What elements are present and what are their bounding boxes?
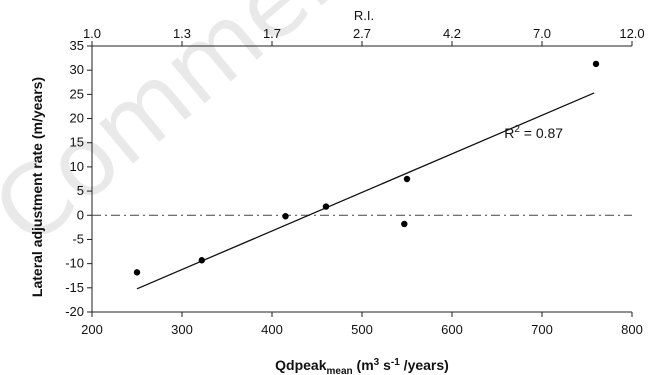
x-tick-label: 700 bbox=[531, 322, 553, 337]
data-point bbox=[592, 60, 600, 68]
trendline-group bbox=[136, 92, 595, 290]
x-tick-label: 300 bbox=[171, 322, 193, 337]
top-axis-title: R.I. bbox=[354, 8, 374, 23]
y-tick-label: 20 bbox=[70, 111, 84, 126]
r-squared-annotation: R2 = 0.87 bbox=[504, 124, 563, 141]
y-tick-label: 30 bbox=[70, 62, 84, 77]
x-tick-labels: 200 300 400 500 600 700 800 bbox=[81, 322, 643, 337]
x-axis-title-sub: mean bbox=[327, 366, 353, 375]
y-tick-label: 0 bbox=[77, 207, 84, 222]
x-tick-label: 600 bbox=[441, 322, 463, 337]
x-tick-label: 500 bbox=[351, 322, 373, 337]
top-tick-label: 4.2 bbox=[443, 26, 461, 41]
annotation-rest: = 0.87 bbox=[520, 125, 563, 141]
x-axis-title-unit-close: /years) bbox=[400, 357, 449, 373]
x-tick-label: 800 bbox=[621, 322, 643, 337]
y-tick-label: 15 bbox=[70, 135, 84, 150]
x-axis-title-sup2: -1 bbox=[391, 357, 400, 368]
data-points bbox=[133, 60, 600, 276]
x-tick-label: 400 bbox=[261, 322, 283, 337]
top-tick-label: 1.0 bbox=[83, 26, 101, 41]
top-axis-tick-labels: 1.0 1.3 1.7 2.7 4.2 7.0 12.0 bbox=[83, 26, 645, 41]
y-tick-label: -15 bbox=[65, 280, 84, 295]
y-tick-label: 10 bbox=[70, 159, 84, 174]
top-tick-label: 12.0 bbox=[619, 26, 644, 41]
y-tick-label: -20 bbox=[65, 304, 84, 319]
x-axis-title-unit-mid: s bbox=[379, 357, 391, 373]
x-axis-title: Qdpeakmean (m3 s-1 /years) bbox=[275, 357, 449, 375]
y-tick-labels: -20 -15 -10 -5 0 5 10 15 20 25 30 35 bbox=[65, 38, 84, 319]
x-axis-title-unit-open: (m bbox=[353, 357, 374, 373]
annotation-sup: 2 bbox=[514, 124, 520, 135]
top-tick-label: 1.3 bbox=[173, 26, 191, 41]
x-axis-title-base: Qdpeak bbox=[275, 357, 327, 373]
top-tick-label: 2.7 bbox=[353, 26, 371, 41]
y-tick-label: 25 bbox=[70, 86, 84, 101]
y-tick-label: -10 bbox=[65, 256, 84, 271]
top-tick-label: 1.7 bbox=[263, 26, 281, 41]
top-tick-label: 7.0 bbox=[533, 26, 551, 41]
y-tick-label: -5 bbox=[72, 231, 84, 246]
y-axis-title: Lateral adjustment rate (m/years) bbox=[29, 77, 45, 297]
data-point bbox=[133, 269, 141, 276]
data-point bbox=[322, 203, 330, 210]
data-point bbox=[401, 220, 408, 228]
data-point bbox=[282, 213, 289, 220]
annotation-base: R bbox=[504, 125, 514, 141]
y-tick-label: 5 bbox=[77, 183, 84, 198]
data-point bbox=[198, 257, 205, 264]
trendline bbox=[136, 92, 595, 290]
y-tick-label: 35 bbox=[70, 38, 84, 53]
data-point bbox=[403, 175, 411, 183]
x-tick-label: 200 bbox=[81, 322, 103, 337]
axes bbox=[87, 41, 633, 317]
x-axis-title-sup1: 3 bbox=[374, 357, 380, 368]
